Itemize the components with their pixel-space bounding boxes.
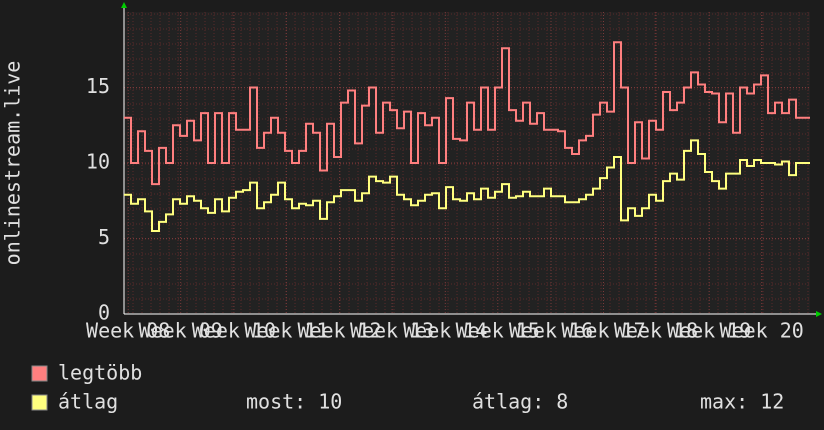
y-tick-label: 0 [98,301,110,325]
x-tick-label: Week 08 [86,319,170,343]
legend-stat: átlag: 8 [472,390,568,414]
legend-stat: most: 10 [246,390,342,414]
series-line [124,41,810,186]
legend-label: legtöbb [58,361,142,385]
y-tick-label: 10 [86,150,110,174]
x-tick-label: Week 15 [456,319,540,343]
x-tick-label: Week 14 [403,319,487,343]
x-tick-label: Week 09 [139,319,223,343]
legend-label: átlag [58,390,118,414]
x-tick-label: Week 10 [192,319,276,343]
legend-stat: max: 12 [700,390,784,414]
y-tick-label: 15 [86,74,110,98]
x-tick-label: Week 11 [244,319,328,343]
legend-swatch [31,394,48,411]
legend-swatch [31,365,48,382]
y-axis-label: onlinestream.live [1,61,25,266]
x-tick-label: Week 18 [614,319,698,343]
x-tick-label: Week 20 [720,319,804,343]
x-tick-label: Week 13 [350,319,434,343]
axis-arrow [816,311,822,317]
x-tick-label: Week 12 [297,319,381,343]
y-tick-label: 5 [98,225,110,249]
axis-arrow [121,2,127,8]
x-tick-label: Week 19 [667,319,751,343]
series-line [124,139,810,232]
x-tick-label: Week 16 [509,319,593,343]
x-tick-label: Week 17 [561,319,645,343]
